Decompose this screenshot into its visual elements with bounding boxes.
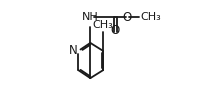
Text: NH: NH <box>82 12 99 22</box>
Text: O: O <box>110 24 120 37</box>
Text: CH₃: CH₃ <box>93 20 114 30</box>
Text: O: O <box>123 11 132 24</box>
Text: N: N <box>69 44 77 57</box>
Text: CH₃: CH₃ <box>140 12 161 22</box>
